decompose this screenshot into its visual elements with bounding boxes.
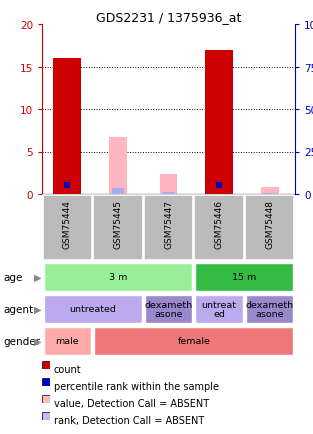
Bar (54, 59, 81, 194)
Bar (162, 193, 175, 194)
Text: ▶: ▶ (34, 304, 41, 314)
Bar (205, 50, 233, 194)
Text: untreated: untreated (69, 305, 116, 314)
Bar (261, 188, 279, 194)
Text: agent: agent (3, 304, 33, 314)
Bar (246, 295, 294, 324)
Bar (145, 295, 192, 324)
Text: untreat
ed: untreat ed (202, 300, 237, 319)
Text: 15 m: 15 m (232, 273, 257, 282)
Text: female: female (177, 337, 210, 346)
Bar (93, 196, 143, 260)
Bar (195, 263, 294, 292)
Text: dexameth
asone: dexameth asone (246, 300, 294, 319)
Text: GSM75446: GSM75446 (215, 200, 223, 249)
Text: age: age (3, 273, 23, 283)
Text: value, Detection Call = ABSENT: value, Detection Call = ABSENT (54, 398, 209, 408)
Text: rank, Detection Call = ABSENT: rank, Detection Call = ABSENT (54, 415, 204, 425)
Bar (44, 327, 91, 355)
Text: gender: gender (3, 336, 40, 346)
Bar (144, 196, 193, 260)
Bar (195, 295, 243, 324)
Bar (43, 196, 92, 260)
Text: 3 m: 3 m (109, 273, 127, 282)
Text: count: count (54, 365, 82, 375)
Bar (194, 196, 244, 260)
Bar (44, 263, 192, 292)
Text: GSM75444: GSM75444 (63, 200, 72, 249)
Bar (94, 327, 294, 355)
Text: ▶: ▶ (34, 336, 41, 346)
Bar (109, 138, 127, 194)
Text: male: male (55, 337, 79, 346)
Text: ▶: ▶ (34, 273, 41, 283)
Bar (160, 175, 177, 194)
Text: percentile rank within the sample: percentile rank within the sample (54, 381, 219, 391)
Bar (44, 295, 142, 324)
Text: GSM75445: GSM75445 (113, 200, 122, 249)
Text: GSM75448: GSM75448 (265, 200, 274, 249)
Bar (111, 189, 124, 194)
Text: GSM75447: GSM75447 (164, 200, 173, 249)
Bar (245, 196, 295, 260)
Text: dexameth
asone: dexameth asone (144, 300, 192, 319)
Text: GDS2231 / 1375936_at: GDS2231 / 1375936_at (96, 11, 242, 24)
